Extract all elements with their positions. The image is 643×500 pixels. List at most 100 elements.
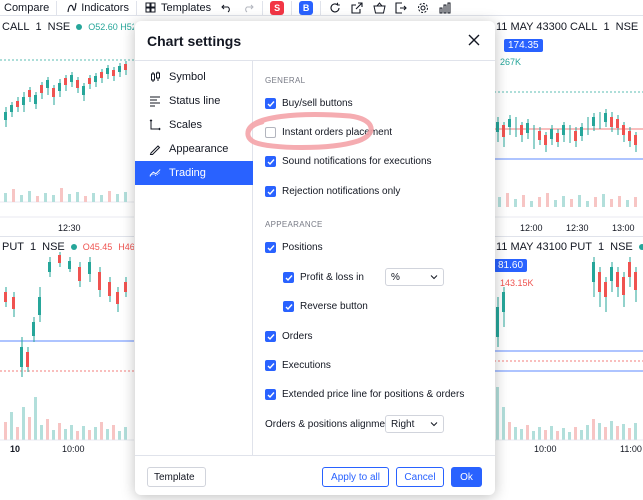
exit-button[interactable]	[390, 0, 412, 16]
data-window-button[interactable]	[434, 0, 456, 16]
chart-qty: 1	[598, 241, 605, 253]
template-label: Template	[154, 471, 195, 483]
alignment-select[interactable]: Right	[385, 415, 444, 433]
reverse-button-option[interactable]: Reverse button	[283, 301, 368, 312]
refresh-icon	[328, 1, 342, 15]
chart-bottom-right[interactable]: 11 MAY 43100 PUT 1 NSE 81.60 143.15K 10:…	[494, 236, 643, 500]
share-icon	[350, 1, 364, 15]
positions-option[interactable]: Positions	[265, 242, 323, 253]
basket-button[interactable]	[368, 0, 390, 16]
candles-area	[0, 252, 134, 441]
candles-bottom-left	[4, 252, 127, 377]
chart-bottom-left[interactable]: PUT 1 NSE O45.45 H46.50 10 10:00	[0, 236, 134, 500]
sound-notifications-option[interactable]: Sound notifications for executions	[265, 156, 432, 167]
gear-icon	[416, 1, 430, 15]
chart-exchange: NSE	[610, 241, 633, 253]
undo-button[interactable]	[215, 0, 237, 16]
chart-qty: 1	[30, 241, 37, 253]
time-axis-label: 12:00	[520, 223, 543, 233]
chart-symbol: 11 MAY 43300 CALL	[496, 21, 598, 33]
toolbar-divider	[135, 0, 137, 15]
time-axis-label: 13:00	[612, 223, 635, 233]
option-label: Instant orders placement	[282, 127, 393, 138]
checkbox-checked-icon[interactable]	[265, 156, 276, 167]
close-button[interactable]	[465, 31, 483, 49]
candles-top-right	[496, 109, 637, 152]
volume-bars	[498, 193, 637, 207]
redo-button[interactable]	[237, 0, 259, 16]
profit-loss-unit-select[interactable]: %	[385, 268, 444, 286]
chart-top-right[interactable]: 11 MAY 43300 CALL 1 NSE 174.35 267K 12:0…	[494, 17, 643, 235]
option-label: Orders	[282, 331, 313, 342]
checkbox-checked-icon[interactable]	[283, 301, 294, 312]
time-axis-label: 10:00	[62, 444, 85, 454]
sidebar-item-trading[interactable]: Trading	[135, 161, 253, 185]
extended-price-line-option[interactable]: Extended price line for positions & orde…	[265, 389, 464, 400]
sidebar-item-symbol[interactable]: Symbol	[135, 65, 253, 89]
checkbox-checked-icon[interactable]	[265, 360, 276, 371]
indicators-button[interactable]: Indicators	[60, 0, 133, 16]
template-dropdown[interactable]: Template	[147, 467, 206, 487]
market-status-dot	[76, 24, 83, 30]
option-label: Executions	[282, 360, 331, 371]
buy-button[interactable]: B	[295, 0, 317, 16]
checkbox-checked-icon[interactable]	[265, 389, 276, 400]
checkbox-checked-icon[interactable]	[265, 98, 276, 109]
checkbox-checked-icon[interactable]	[265, 186, 276, 197]
share-button[interactable]	[346, 0, 368, 16]
instant-orders-option[interactable]: Instant orders placement	[265, 127, 392, 138]
checkbox-unchecked-icon[interactable]	[265, 127, 276, 138]
checkbox-checked-icon[interactable]	[283, 272, 294, 283]
ok-button[interactable]: Ok	[451, 467, 482, 487]
time-axis-label: 12:30	[566, 223, 589, 233]
option-label: Sound notifications for executions	[282, 156, 432, 167]
rejection-notifications-option[interactable]: Rejection notifications only	[265, 186, 400, 197]
sidebar-item-status-line[interactable]: Status line	[135, 89, 253, 113]
volume-bars	[4, 397, 127, 440]
profit-loss-option[interactable]: Profit & loss in	[283, 272, 364, 283]
buy-sell-buttons-option[interactable]: Buy/sell buttons	[265, 98, 353, 109]
toolbar-divider	[320, 0, 322, 15]
undo-icon	[219, 1, 233, 15]
candles-bottom-right	[496, 257, 637, 347]
executions-option[interactable]: Executions	[265, 360, 331, 371]
sidebar-item-appearance[interactable]: Appearance	[135, 137, 253, 161]
volume-bars	[496, 387, 637, 440]
toolbar-divider	[291, 0, 293, 15]
checkbox-checked-icon[interactable]	[265, 331, 276, 342]
select-value: Right	[391, 418, 415, 430]
time-axis-label: 11:00	[620, 444, 642, 454]
settings-sidebar: Symbol Status line Scales Appearance Tra…	[135, 61, 253, 455]
checkbox-checked-icon[interactable]	[265, 242, 276, 253]
chevron-down-icon	[430, 422, 438, 427]
status-line-icon	[149, 95, 161, 107]
option-label: Extended price line for positions & orde…	[282, 389, 465, 400]
chart-top-left[interactable]: CALL 1 NSE O52.60 H52. 12:30	[0, 17, 134, 235]
toolbar-divider	[56, 0, 58, 15]
cancel-button[interactable]: Cancel	[396, 467, 444, 487]
apply-to-all-button[interactable]: Apply to all	[322, 467, 389, 487]
scales-icon	[149, 119, 161, 131]
chart-legend: 11 MAY 43100 PUT 1 NSE	[496, 241, 643, 253]
exit-icon	[394, 1, 408, 15]
option-label: Positions	[282, 242, 323, 253]
dialog-title: Chart settings	[147, 33, 242, 49]
chart-qty: 1	[35, 21, 42, 33]
settings-button[interactable]	[412, 0, 434, 16]
symbol-icon	[149, 71, 161, 83]
refresh-button[interactable]	[324, 0, 346, 16]
chart-symbol: CALL	[2, 21, 30, 33]
chevron-down-icon	[430, 275, 438, 280]
select-value: %	[391, 271, 400, 283]
sell-button[interactable]: S	[266, 0, 288, 16]
compare-label: Compare	[4, 1, 50, 14]
market-status-dot	[638, 244, 643, 250]
templates-button[interactable]: Templates	[140, 0, 215, 16]
compare-button[interactable]: Compare	[0, 0, 53, 16]
sidebar-item-scales[interactable]: Scales	[135, 113, 253, 137]
chart-ohlc: O52.60 H52.	[88, 22, 134, 32]
orders-option[interactable]: Orders	[265, 331, 313, 342]
market-status-dot	[70, 244, 77, 250]
candles-top-left	[4, 61, 127, 127]
chart-legend: CALL 1 NSE O52.60 H52.	[2, 21, 134, 33]
